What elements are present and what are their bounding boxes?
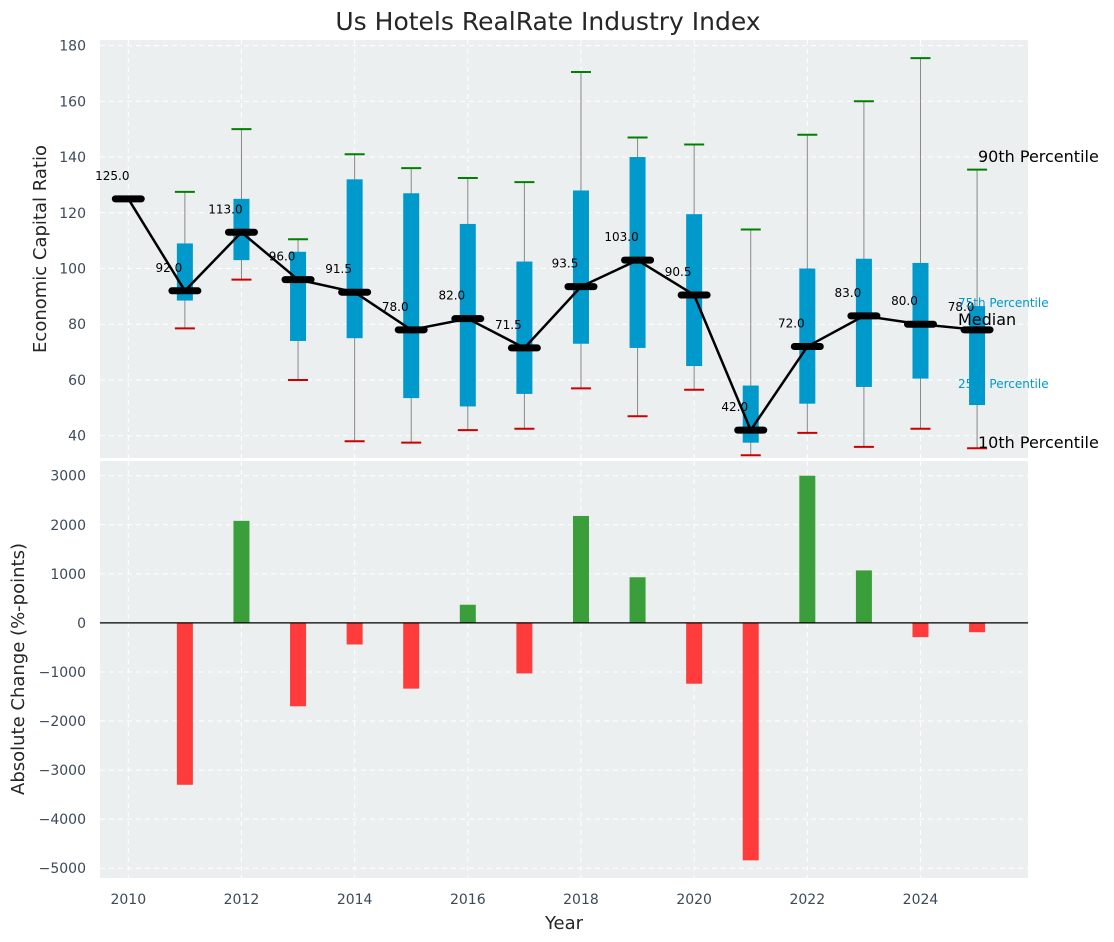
box-2019 bbox=[627, 136, 648, 418]
bar-series bbox=[100, 475, 1028, 861]
top-y-tick-label: 60 bbox=[68, 373, 86, 389]
x-tick-label: 2010 bbox=[110, 892, 146, 908]
top-y-axis-label: Economic Capital Ratio bbox=[30, 145, 51, 353]
bottom-y-tick-label: 3000 bbox=[50, 469, 86, 485]
box-2018 bbox=[570, 71, 591, 390]
x-tick-label: 2022 bbox=[789, 892, 825, 908]
top-y-tick-label: 80 bbox=[68, 317, 86, 333]
median-label-2016: 82.0 bbox=[438, 289, 465, 303]
x-tick-label: 2012 bbox=[224, 892, 260, 908]
iqr-box-2023 bbox=[855, 258, 872, 387]
change-bar-2012 bbox=[233, 520, 250, 623]
median-series bbox=[111, 195, 994, 434]
x-axis: 2010 2012 2014 2016 2018 2020 2022 2024 bbox=[110, 892, 938, 908]
median-data-labels: 125.0 92.0 113.0 96.0 91.5 78.0 82.0 71.5 93.5 10… bbox=[95, 169, 974, 414]
top-y-tick-label: 140 bbox=[59, 150, 86, 166]
median-label-2011: 92.0 bbox=[156, 261, 183, 275]
median-label-2015: 78.0 bbox=[382, 300, 409, 314]
change-bar-2011 bbox=[176, 622, 193, 785]
box-2017 bbox=[514, 181, 535, 430]
median-label-2012: 113.0 bbox=[208, 202, 242, 216]
legend-median: Median bbox=[958, 310, 1016, 329]
x-tick-label: 2018 bbox=[563, 892, 599, 908]
box-2014 bbox=[344, 153, 365, 443]
bottom-y-tick-label: −2000 bbox=[39, 714, 86, 730]
legend-p90: 90th Percentile bbox=[978, 147, 1099, 166]
bottom-y-tick-label: 2000 bbox=[50, 518, 86, 534]
x-axis-label: Year bbox=[544, 913, 584, 934]
top-y-tick-label: 40 bbox=[68, 429, 86, 445]
iqr-box-2017 bbox=[516, 261, 533, 394]
top-y-tick-label: 120 bbox=[59, 206, 86, 222]
x-tick-label: 2020 bbox=[676, 892, 712, 908]
bottom-y-axis: −5000 −4000 −3000 −2000 −1000 0 1000 2000 3000 bbox=[39, 469, 86, 877]
x-tick-label: 2016 bbox=[450, 892, 486, 908]
change-bar-2023 bbox=[855, 570, 872, 623]
bottom-panel: −5000 −4000 −3000 −2000 −1000 0 1000 2000 3000 2… bbox=[8, 461, 1028, 934]
median-label-2022: 72.0 bbox=[778, 317, 805, 331]
x-tick-label: 2024 bbox=[903, 892, 939, 908]
change-bar-2014 bbox=[346, 622, 363, 645]
chart-title: Us Hotels RealRate Industry Index bbox=[335, 7, 760, 36]
legend-p75: 75th Percentile bbox=[958, 296, 1049, 310]
median-label-2014: 91.5 bbox=[325, 262, 352, 276]
median-label-2024: 80.0 bbox=[891, 294, 918, 308]
top-plot-background bbox=[100, 40, 1028, 458]
change-bar-2021 bbox=[742, 622, 759, 861]
top-y-tick-label: 100 bbox=[59, 262, 86, 278]
box-2013 bbox=[288, 238, 309, 381]
median-label-2021: 42.0 bbox=[721, 400, 748, 414]
box-2015 bbox=[401, 167, 422, 444]
change-bar-2024 bbox=[912, 622, 929, 638]
change-bar-2018 bbox=[572, 515, 589, 623]
median-label-2019: 103.0 bbox=[604, 230, 638, 244]
percentile-key: 90th Percentile 75th Percentile Median 2… bbox=[958, 147, 1099, 452]
change-bar-2017 bbox=[516, 622, 533, 674]
box-2022 bbox=[797, 133, 818, 434]
iqr-box-2015 bbox=[403, 193, 420, 399]
median-label-2013: 96.0 bbox=[269, 250, 296, 264]
bottom-y-tick-label: 1000 bbox=[50, 567, 86, 583]
bottom-y-tick-label: −4000 bbox=[39, 812, 86, 828]
median-label-2018: 93.5 bbox=[552, 257, 579, 271]
bottom-y-axis-label: Absolute Change (%-points) bbox=[8, 543, 29, 795]
change-bar-2019 bbox=[629, 577, 646, 623]
top-y-tick-label: 160 bbox=[59, 94, 86, 110]
x-tick-label: 2014 bbox=[337, 892, 373, 908]
top-panel: 40 60 80 100 120 140 160 180 125.0 92.0 113.0 96.0… bbox=[30, 7, 1099, 458]
median-label-2020: 90.5 bbox=[665, 265, 692, 279]
median-label-2023: 83.0 bbox=[835, 286, 862, 300]
legend-p25: 25th Percentile bbox=[958, 377, 1049, 391]
median-label-2010: 125.0 bbox=[95, 169, 129, 183]
iqr-box-2020 bbox=[686, 214, 703, 367]
iqr-box-2014 bbox=[346, 179, 363, 339]
top-y-tick-label: 180 bbox=[59, 39, 86, 55]
bottom-plot-background bbox=[100, 461, 1028, 878]
bottom-y-tick-label: 0 bbox=[77, 616, 86, 632]
median-label-2025: 78.0 bbox=[948, 300, 975, 314]
top-y-axis: 40 60 80 100 120 140 160 180 bbox=[59, 39, 86, 445]
box-2023 bbox=[853, 100, 874, 448]
change-bar-2015 bbox=[403, 622, 420, 689]
median-line bbox=[127, 198, 978, 433]
iqr-box-2022 bbox=[799, 268, 816, 404]
legend-p10: 10th Percentile bbox=[978, 433, 1099, 452]
box-2020 bbox=[684, 143, 705, 391]
iqr-box-2013 bbox=[290, 251, 307, 341]
change-bar-2022 bbox=[799, 475, 816, 623]
iqr-box-2018 bbox=[572, 190, 589, 344]
iqr-box-2019 bbox=[629, 157, 646, 348]
change-bar-2020 bbox=[686, 622, 703, 684]
bottom-y-tick-label: −3000 bbox=[39, 763, 86, 779]
change-bar-2013 bbox=[290, 622, 307, 707]
change-bar-2016 bbox=[459, 604, 476, 623]
bottom-y-tick-label: −1000 bbox=[39, 665, 86, 681]
median-label-2017: 71.5 bbox=[495, 318, 522, 332]
bottom-y-tick-label: −5000 bbox=[39, 861, 86, 877]
change-bar-2025 bbox=[969, 622, 986, 633]
